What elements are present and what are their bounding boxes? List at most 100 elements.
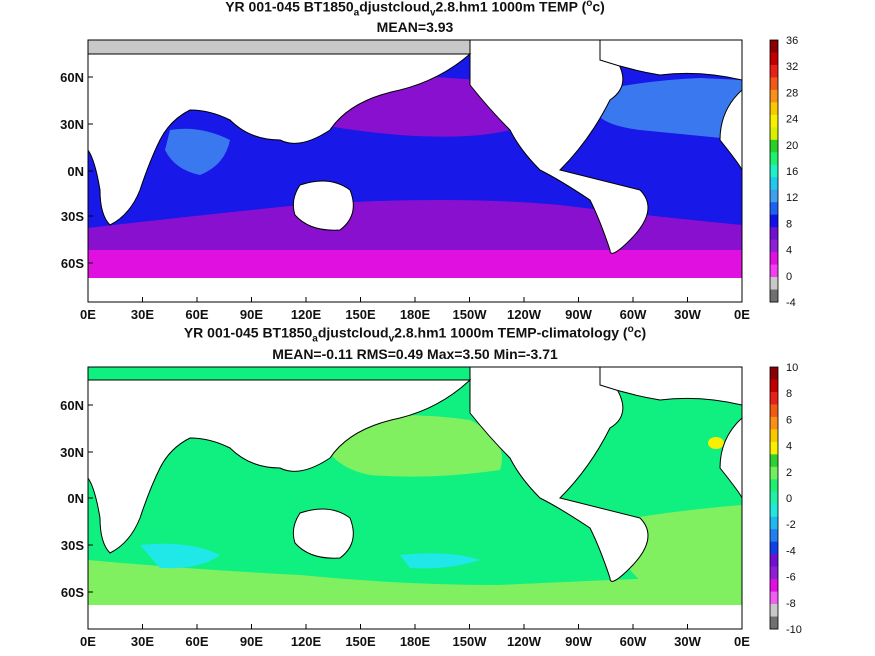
lat-label: 60S: [61, 256, 84, 271]
colorbar-swatch: [770, 227, 778, 241]
colorbar-swatch: [770, 504, 778, 518]
colorbar-label: 0: [786, 271, 792, 283]
lon-label: 120E: [291, 307, 322, 322]
colorbar-swatch: [770, 114, 778, 128]
colorbar-swatch: [770, 102, 778, 116]
lon-label: 150W: [453, 634, 488, 649]
lon-label: 90E: [240, 307, 263, 322]
colorbar-swatch: [770, 264, 778, 278]
lon-label: 30E: [131, 307, 154, 322]
lat-label: 60N: [60, 398, 84, 413]
p2-eurasia-africa: [88, 379, 472, 554]
colorbar-swatch: [770, 516, 778, 530]
colorbar-frame: [769, 39, 779, 303]
p2-satl-lightgreen: [619, 505, 742, 583]
lat-label: 0N: [67, 491, 84, 506]
colorbar-swatch: [770, 40, 778, 53]
colorbar-label: 24: [786, 114, 798, 126]
colorbar-swatch: [770, 454, 778, 468]
p1-indian-lightblue: [165, 128, 230, 175]
lon-label: 60E: [185, 307, 208, 322]
lon-label: 120E: [291, 634, 322, 649]
lon-label: 180E: [400, 634, 431, 649]
colorbar-swatch: [770, 127, 778, 141]
lat-label: 30S: [61, 209, 84, 224]
p2-americas: [469, 367, 649, 582]
colorbar-label: 4: [786, 245, 792, 257]
lon-label: 0E: [80, 307, 96, 322]
p2-npacific-lightgreen: [320, 415, 502, 477]
lat-label: 30N: [60, 117, 84, 132]
colorbar-swatch: [770, 139, 778, 153]
colorbar-swatch: [770, 367, 778, 380]
colorbar-swatch: [770, 579, 778, 593]
lon-label: 120W: [507, 634, 542, 649]
colorbar-label: 20: [786, 140, 798, 152]
colorbar-swatch: [770, 441, 778, 455]
lon-label: 150E: [345, 634, 376, 649]
colorbar-label: -10: [786, 624, 802, 636]
panel1-title: YR 001-045 BT1850adjustcloudv2.8.hm1 100…: [225, 0, 605, 19]
lon-label: 90E: [240, 634, 263, 649]
p2-south-lightgreen: [88, 560, 742, 605]
colorbar-swatch: [770, 391, 778, 405]
p1-americas: [469, 40, 649, 254]
colorbar-swatch: [770, 152, 778, 166]
p2-europe-right: [719, 417, 742, 499]
colorbar-swatch: [770, 214, 778, 228]
p2-australia: [292, 508, 354, 559]
colorbar-label: 8: [786, 388, 792, 400]
colorbar-swatch: [770, 202, 778, 216]
colorbar-swatch: [770, 604, 778, 618]
lat-label: 30S: [61, 538, 84, 553]
lon-label: 30W: [674, 307, 701, 322]
lon-label: 0E: [80, 634, 96, 649]
colorbar-label: -4: [786, 297, 796, 309]
p1-europe-right: [719, 89, 742, 171]
colorbar-swatch: [770, 189, 778, 203]
colorbar-swatch: [770, 416, 778, 430]
lon-label: 0E: [734, 307, 750, 322]
panel1-subtitle: MEAN=3.93: [376, 19, 454, 35]
colorbar-swatch: [770, 566, 778, 580]
colorbar-label: 0: [786, 493, 792, 505]
lat-label: 60S: [61, 585, 84, 600]
colorbar-label: 32: [786, 61, 798, 73]
colorbar-label: -8: [786, 598, 796, 610]
lon-label: 60E: [185, 634, 208, 649]
colorbar-label: 28: [786, 87, 798, 99]
panel2-title: YR 001-045 BT1850adjustcloudv2.8.hm1 100…: [183, 324, 647, 345]
panel1-map: [87, 39, 743, 303]
colorbar-swatch: [770, 239, 778, 253]
p1-australia: [292, 180, 354, 231]
colorbar-label: 2: [786, 467, 792, 479]
lon-label: 0E: [734, 634, 750, 649]
colorbar-swatch: [770, 64, 778, 78]
colorbar-swatch: [770, 164, 778, 178]
panel2-subtitle: MEAN=-0.11 RMS=0.49 Max=3.50 Min=-3.71: [272, 346, 558, 362]
colorbar-label: 36: [786, 35, 798, 47]
p2-cyan-2: [400, 553, 480, 569]
colorbar-label: 4: [786, 441, 792, 453]
colorbar-label: -2: [786, 519, 796, 531]
p1-greenland: [599, 40, 742, 81]
lon-label: 120W: [507, 307, 542, 322]
colorbar-swatch: [770, 52, 778, 66]
colorbar-swatch: [770, 89, 778, 103]
colorbar-swatch: [770, 177, 778, 191]
colorbar-label: 10: [786, 362, 798, 374]
colorbar-label: 16: [786, 166, 798, 178]
p1-eurasia-africa: [88, 53, 472, 226]
colorbar-swatch: [770, 466, 778, 480]
colorbar-swatch: [770, 529, 778, 543]
lon-label: 90W: [565, 634, 592, 649]
colorbar-swatch: [770, 429, 778, 443]
p2-cyan-1: [140, 543, 220, 569]
colorbar-swatch: [770, 591, 778, 605]
lat-label: 60N: [60, 70, 84, 85]
p1-south-purple: [88, 200, 742, 260]
colorbar-label: 8: [786, 218, 792, 230]
colorbar-swatch: [770, 479, 778, 493]
lon-label: 60W: [620, 307, 647, 322]
colorbar-label: 12: [786, 192, 798, 204]
